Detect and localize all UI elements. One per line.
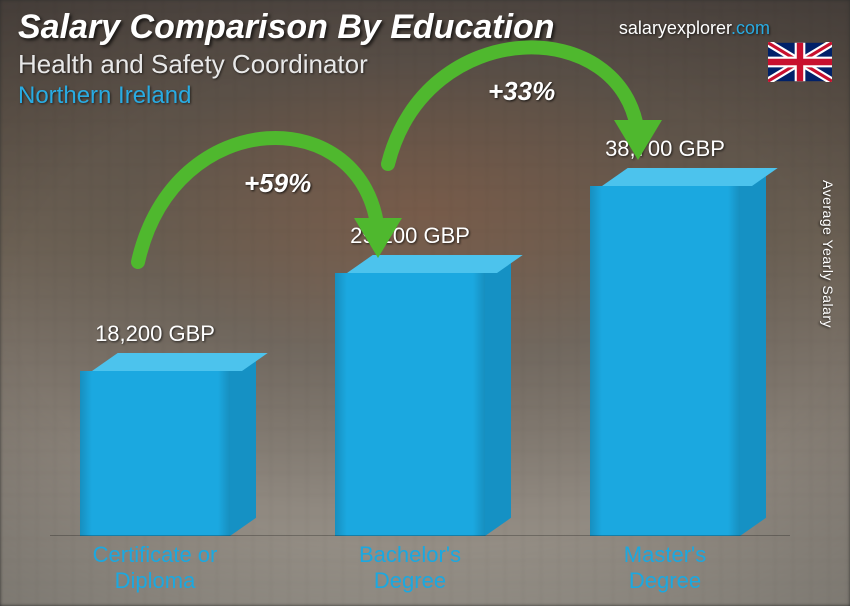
bar-value-label: 18,200 GBP <box>55 321 255 347</box>
brand-domain: .com <box>731 18 770 38</box>
y-axis-label: Average Yearly Salary <box>820 180 836 328</box>
bar-top <box>92 353 268 371</box>
brand-watermark: salaryexplorer.com <box>619 18 770 39</box>
bar-front <box>80 371 230 536</box>
bar-front <box>335 273 485 536</box>
region-name: Northern Ireland <box>18 82 832 110</box>
increase-percent-label: +33% <box>488 76 555 107</box>
bar-top <box>347 255 523 273</box>
bar-top <box>602 168 778 186</box>
bar-side <box>485 255 511 536</box>
salary-bar-chart: 18,200 GBPCertificate orDiploma 29,100 GB… <box>70 130 760 536</box>
job-title: Health and Safety Coordinator <box>18 49 832 80</box>
bar-0: 18,200 GBPCertificate orDiploma <box>80 371 230 536</box>
bar-value-label: 38,700 GBP <box>565 136 765 162</box>
brand-name: salaryexplorer <box>619 18 731 38</box>
bar-category-label: Certificate orDiploma <box>55 542 255 594</box>
bar-front <box>590 186 740 536</box>
bar-side <box>740 168 766 536</box>
bar-category-label: Master'sDegree <box>565 542 765 594</box>
bar-value-label: 29,100 GBP <box>310 223 510 249</box>
bar-2: 38,700 GBPMaster'sDegree <box>590 186 740 536</box>
uk-flag-icon <box>768 42 832 82</box>
increase-percent-label: +59% <box>244 168 311 199</box>
bar-side <box>230 353 256 536</box>
bar-1: 29,100 GBPBachelor'sDegree <box>335 273 485 536</box>
bar-category-label: Bachelor'sDegree <box>310 542 510 594</box>
